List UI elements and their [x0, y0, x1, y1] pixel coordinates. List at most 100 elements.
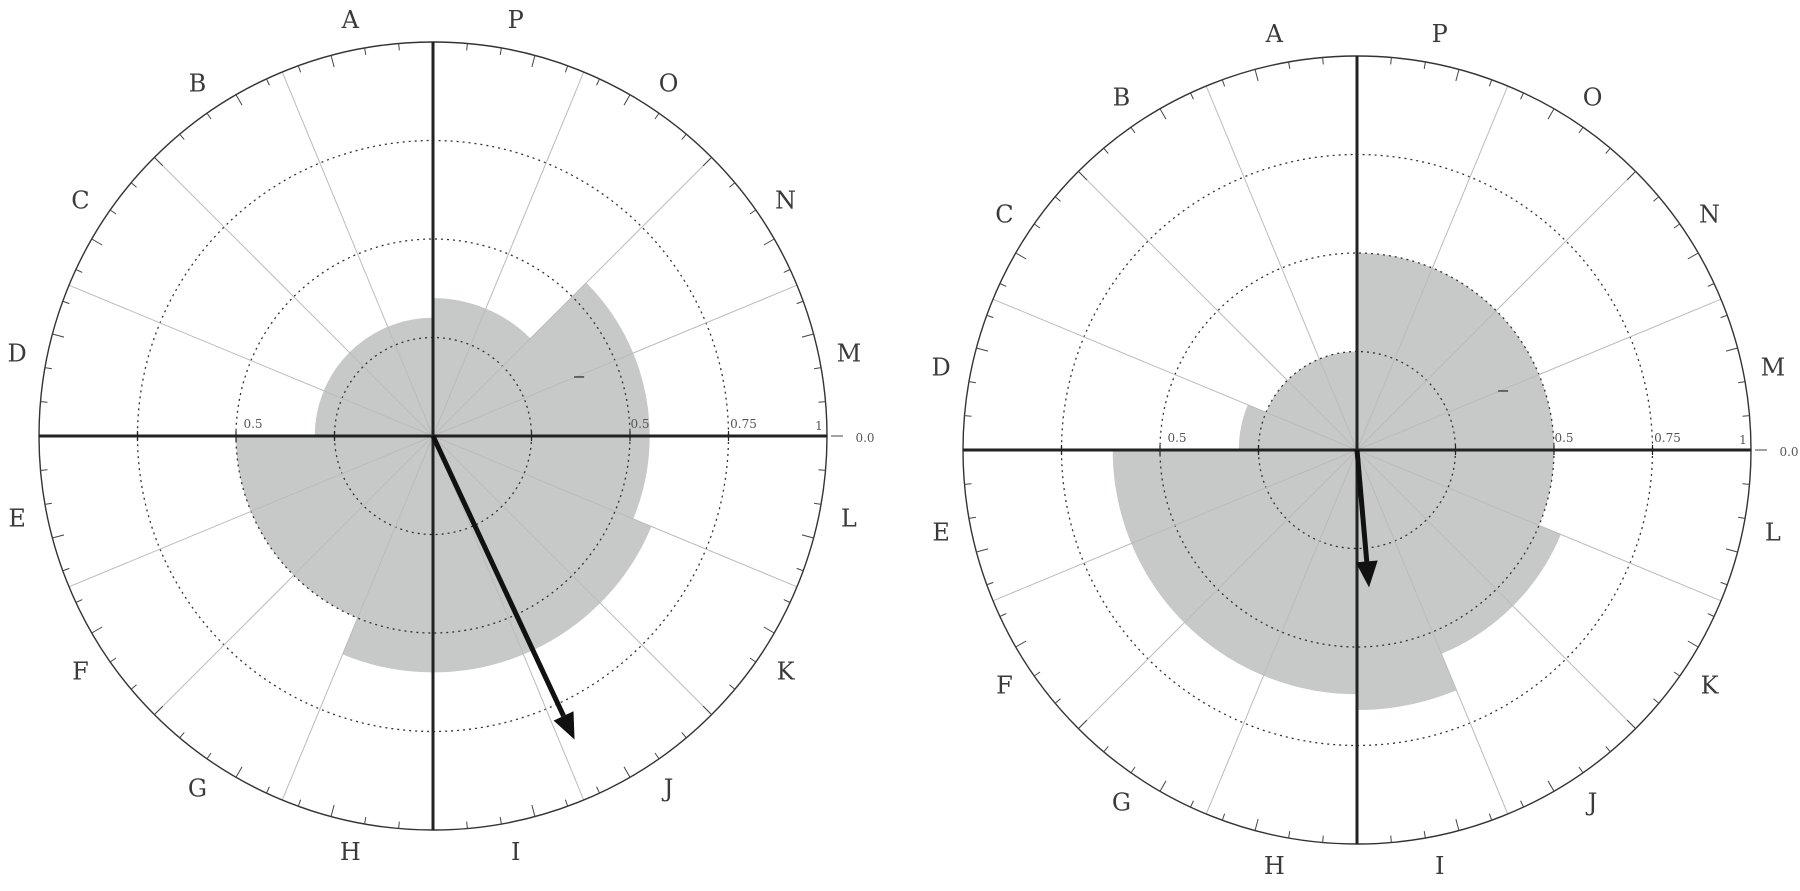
grid-spoke: [992, 298, 1358, 451]
outer-tick: [1626, 171, 1636, 181]
outer-tick: [763, 626, 775, 634]
sector-bar-P: [433, 298, 486, 436]
outer-tick: [729, 182, 736, 188]
sector-label-C: C: [71, 186, 89, 214]
outer-tick: [1159, 108, 1167, 120]
direction-arrow-head: [553, 711, 575, 740]
outer-tick: [44, 367, 52, 370]
tick-label-zero: 0.0: [1779, 445, 1798, 459]
tick-label-zero: 0.0: [855, 431, 874, 445]
outer-tick: [1390, 57, 1392, 65]
sector-label-I: I: [1435, 852, 1444, 880]
outer-tick: [297, 65, 302, 73]
outer-tick: [749, 209, 757, 215]
sector-bar-M: [433, 353, 650, 436]
outer-tick: [1288, 831, 1291, 839]
grid-spoke: [432, 435, 798, 588]
outer-tick: [1605, 746, 1611, 753]
sector-label-H: H: [1264, 852, 1285, 880]
outer-tick: [1626, 719, 1636, 729]
grid-spoke: [432, 435, 585, 801]
outer-tick: [330, 55, 335, 68]
outer-tick: [1288, 61, 1291, 69]
sector-bar-M: [1357, 374, 1554, 450]
outer-tick: [1221, 79, 1226, 87]
sector-bar-H: [342, 436, 433, 673]
outer-tick: [266, 78, 270, 86]
outer-tick: [818, 469, 826, 471]
outer-tick: [40, 401, 48, 403]
outer-tick: [1673, 671, 1681, 677]
grid-spoke: [68, 284, 434, 437]
outer-tick: [531, 55, 536, 68]
outer-tick: [109, 657, 117, 663]
grid-spoke: [432, 435, 712, 715]
outer-tick: [729, 684, 736, 690]
outer-tick: [1130, 766, 1136, 774]
outer-tick: [986, 581, 994, 586]
outer-tick: [91, 626, 103, 634]
outer-tick: [179, 133, 185, 140]
tick-label-right-mid: 0.75: [730, 417, 757, 431]
outer-tick: [964, 483, 972, 485]
sector-bar-K: [1357, 450, 1561, 607]
outer-tick: [801, 534, 814, 539]
outer-tick: [1054, 196, 1061, 202]
tick-label-right-inner: 0.5: [1554, 431, 1573, 445]
outer-tick: [398, 43, 400, 51]
outer-tick: [1015, 640, 1027, 648]
outer-tick: [62, 300, 70, 305]
outer-tick: [179, 732, 185, 739]
outer-tick: [1520, 800, 1524, 808]
outer-tick: [44, 502, 52, 505]
tick-label-edge: 1: [1739, 433, 1747, 447]
outer-tick: [1488, 813, 1493, 821]
outer-tick: [1653, 196, 1660, 202]
outer-tick: [52, 534, 65, 539]
outer-tick: [1488, 79, 1493, 87]
sector-bar-J: [433, 436, 601, 655]
outer-tick: [1103, 746, 1109, 753]
sector-bar-P: [1357, 253, 1433, 450]
sector-label-P: P: [508, 6, 524, 34]
outer-tick: [1078, 171, 1088, 181]
sector-label-J: J: [1585, 789, 1598, 817]
outer-tick: [783, 599, 791, 603]
sector-bar-D: [314, 390, 433, 436]
outer-tick: [499, 47, 502, 55]
outer-tick: [1687, 640, 1699, 648]
sector-label-M: M: [837, 339, 862, 367]
outer-tick: [1254, 69, 1259, 82]
outer-tick: [1221, 813, 1226, 821]
outer-tick: [623, 94, 631, 106]
sector-label-D: D: [932, 353, 951, 381]
grid-spoke: [432, 71, 585, 437]
outer-tick: [364, 47, 367, 55]
polar-chart-1: 0.5 0.5 0.75 1 0.0 A B C D E F G H I J K L M N O P: [8, 6, 875, 866]
outer-tick: [999, 613, 1007, 617]
outer-tick: [398, 821, 400, 829]
sector-bar-O: [433, 308, 531, 436]
grid-spoke: [281, 71, 434, 437]
sector-label-I: I: [511, 838, 520, 866]
outer-tick: [1725, 347, 1738, 352]
outer-tick: [1707, 283, 1715, 287]
outer-tick: [814, 367, 822, 370]
outer-tick: [749, 657, 757, 663]
sector-label-F: F: [996, 672, 1013, 700]
sector-label-B: B: [1113, 83, 1131, 111]
outer-tick: [968, 381, 976, 384]
outer-tick: [1130, 126, 1136, 134]
outer-tick: [109, 209, 117, 215]
grid-spoke: [432, 157, 712, 437]
sector-bar-G: [1184, 450, 1357, 676]
sector-bar-A: [387, 317, 433, 436]
grid-spoke: [1356, 449, 1509, 815]
sector-label-J: J: [661, 775, 674, 803]
outer-tick: [999, 283, 1007, 287]
sector-bar-J: [1357, 450, 1514, 654]
grid-spoke: [154, 435, 434, 715]
outer-tick: [154, 157, 164, 167]
outer-tick: [1254, 818, 1259, 831]
